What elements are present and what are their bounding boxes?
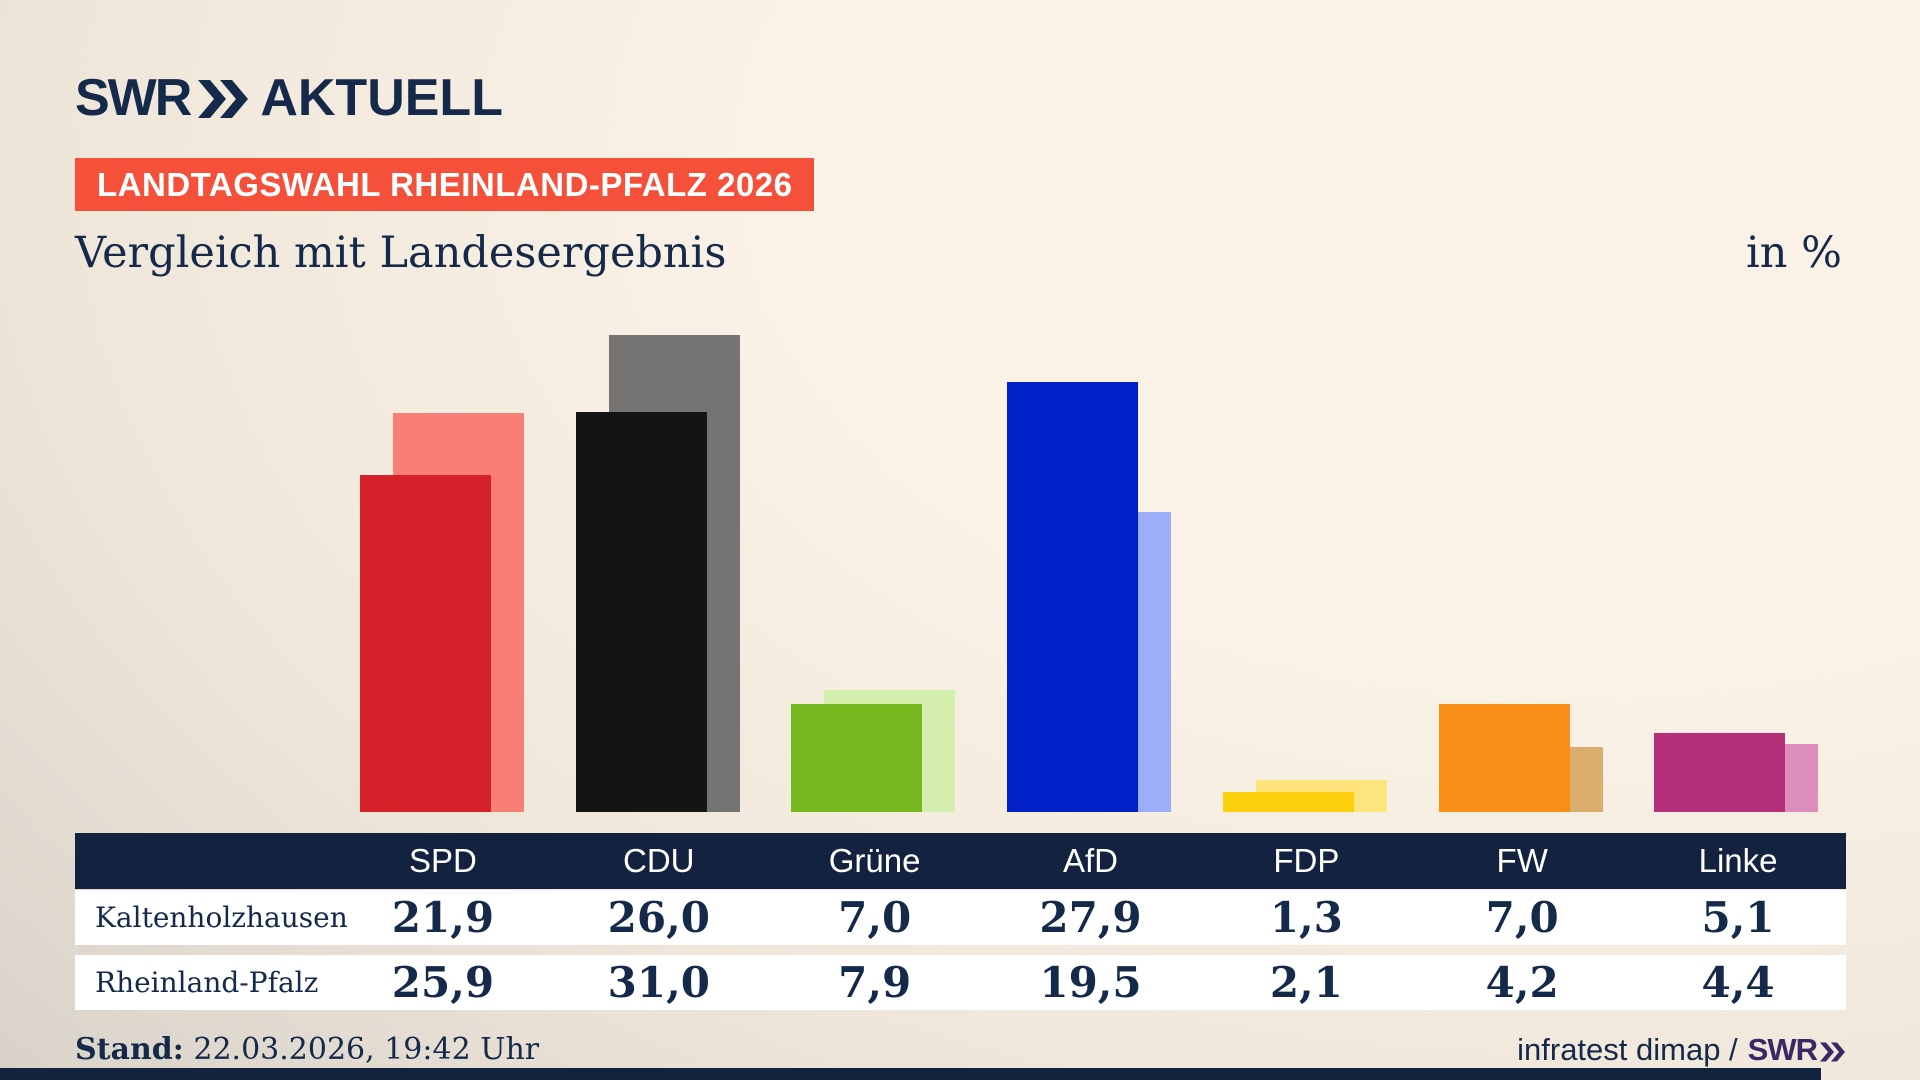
unit-label: in % [1746, 228, 1842, 278]
result-FW: 7,0 [1485, 893, 1559, 942]
source-text: infratest dimap / [1517, 1032, 1738, 1067]
bar-municipality-FW [1438, 704, 1570, 812]
result-FDP: 1,3 [1269, 893, 1343, 942]
result-AfD: 19,5 [1039, 958, 1142, 1007]
party-header-FDP: FDP [1273, 842, 1340, 879]
row-label: Rheinland-Pfalz [95, 966, 319, 999]
timestamp: Stand: 22.03.2026, 19:42 Uhr [75, 1032, 539, 1067]
result-Linke: 5,1 [1701, 893, 1775, 942]
bar-municipality-SPD [360, 474, 491, 812]
result-Grüne: 7,9 [838, 958, 912, 1007]
party-header-CDU: CDU [623, 842, 695, 879]
election-title-badge: LANDTAGSWAHL RHEINLAND-PFALZ 2026 [75, 158, 815, 211]
chart-title: Vergleich mit Landesergebnis [75, 228, 727, 278]
result-Linke: 4,4 [1701, 958, 1775, 1007]
double-chevron-icon [1820, 1042, 1845, 1061]
timestamp-value: 22.03.2026, 19:42 Uhr [193, 1032, 540, 1067]
party-header-FW: FW [1496, 842, 1548, 879]
bar-municipality-Linke [1654, 733, 1786, 812]
result-Grüne: 7,0 [838, 893, 912, 942]
bar-municipality-Grüne [791, 704, 923, 812]
source-credit: infratest dimap / SWR [1517, 1032, 1846, 1068]
party-header-SPD: SPD [408, 842, 477, 879]
table-header-row: SPD CDU Grüne AfD FDP FW Linke [75, 833, 1846, 889]
result-CDU: 31,0 [607, 958, 710, 1007]
row-label: Kaltenholzhausen [95, 901, 348, 934]
party-header-AfD: AfD [1062, 842, 1118, 879]
bar-municipality-FDP [1222, 791, 1354, 812]
result-SPD: 25,9 [391, 958, 495, 1007]
result-CDU: 26,0 [607, 893, 710, 942]
result-FDP: 2,1 [1269, 958, 1343, 1007]
bar-municipality-AfD [1007, 382, 1139, 812]
result-SPD: 21,9 [391, 893, 495, 942]
party-header-Grüne: Grüne [828, 842, 921, 879]
source-brand: SWR [1747, 1032, 1818, 1067]
party-header-Linke: Linke [1698, 842, 1778, 879]
logo-aktuell-text: AKTUELL [260, 69, 503, 127]
bottom-accent-bar [0, 1068, 1821, 1080]
result-AfD: 27,9 [1039, 893, 1142, 942]
table-row-Rheinland-Pfalz: Rheinland-Pfalz 25,9 31,0 7,9 19,5 2,1 4,2 4,4 [75, 955, 1846, 1010]
swr-aktuell-logo: SWR AKTUELL [75, 72, 503, 124]
timestamp-label: Stand: [75, 1032, 184, 1067]
bar-municipality-CDU [575, 411, 707, 812]
results-table: SPD CDU Grüne AfD FDP FW Linke Kaltenholzhausen… [75, 833, 1846, 1010]
logo-swr-text: SWR [75, 69, 192, 127]
double-chevron-icon [198, 80, 249, 118]
table-row-Kaltenholzhausen: Kaltenholzhausen 21,9 26,0 7,0 27,9 1,3 7,0 5,1 [75, 890, 1846, 945]
result-FW: 4,2 [1485, 958, 1559, 1007]
